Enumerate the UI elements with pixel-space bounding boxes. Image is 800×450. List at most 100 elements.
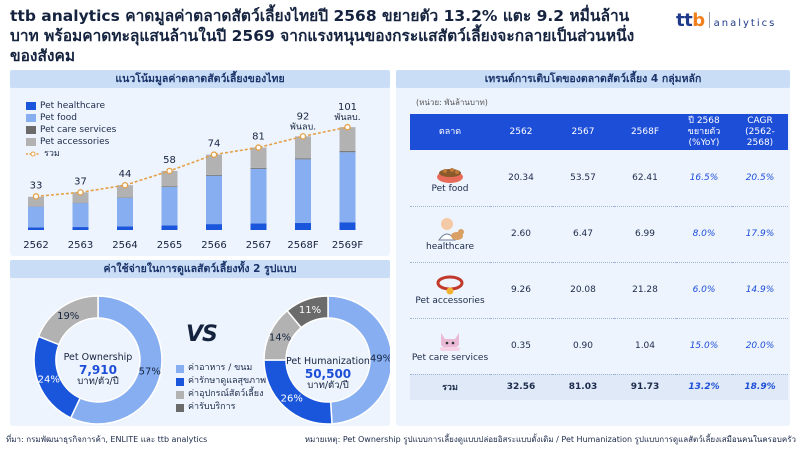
cell-yoy: 16.5% (676, 150, 732, 207)
legend-item-accessories: Pet accessories (26, 136, 116, 148)
total-point (77, 189, 84, 196)
row-name: Pet accessories (415, 296, 485, 306)
total-data-label: 33 (30, 180, 43, 191)
cell-v2: 53.57 (552, 150, 614, 207)
total-data-label: 101 (338, 102, 357, 113)
cell-yoy: 8.0% (676, 206, 732, 263)
row-category: Pet accessories (410, 274, 490, 306)
total-data-label: 44 (119, 169, 132, 180)
trend-header-row: ตลาด 2562 2567 2568F ปี 2568 ขยายตัว (%Y… (410, 114, 788, 150)
header-yoy: ปี 2568 ขยายตัว (%YoY) (676, 114, 732, 150)
food-bowl-icon (437, 167, 463, 183)
total-data-label: 81 (252, 132, 265, 143)
donut-label: 24% (38, 375, 60, 386)
cell-cagr: 20.0% (732, 318, 788, 375)
cat-spa-icon (440, 333, 460, 351)
total-data-label: 74 (208, 139, 221, 150)
donut-legend-accessories: ค่าอุปกรณ์สัตว์เลี้ยง (176, 388, 266, 401)
total-data-label: 92 (297, 111, 310, 122)
bar-segment (250, 168, 267, 224)
footer-note: หมายเหตุ: Pet Ownership รูปแบบการเลี้ยงด… (304, 435, 796, 444)
total-point (121, 181, 129, 189)
donut-label: 26% (281, 394, 303, 405)
total-label: รวม (410, 374, 490, 400)
cell-v2: 0.90 (552, 318, 614, 375)
total-v2: 81.03 (552, 374, 614, 400)
bar-segment (117, 185, 133, 198)
footer: ที่มา: กรมพัฒนาธุรกิจการค้า, ENLITE และ … (6, 433, 796, 446)
x-tick-label: 2565 (157, 240, 182, 251)
logo-sub: analytics (713, 18, 777, 29)
bar-segment (206, 174, 222, 176)
row-name: healthcare (426, 242, 474, 252)
donut-legend: ค่าอาหาร / ขนม ค่ารักษาดูแลสุขภาพ ค่าอุป… (176, 362, 266, 414)
cell-v2: 6.47 (552, 206, 614, 263)
humanization-unit: บาท/ตัว/ปี (307, 380, 349, 391)
total-data-unit: พันลบ. (334, 113, 360, 123)
ownership-center: Pet Ownership 7,910 บาท/ตัว/ปี (50, 352, 146, 388)
row-name: Pet care services (411, 353, 489, 363)
total-row: รวม 32.56 81.03 91.73 13.2% 18.9% (410, 374, 788, 400)
bar-segment (250, 167, 267, 169)
donut-panel: ค่าใช้จ่ายในการดูแลสัตว์เลี้ยงทั้ง 2 รูป… (10, 260, 390, 426)
total-point (166, 167, 173, 175)
donut-slice (69, 295, 163, 425)
cell-v3: 6.99 (614, 206, 676, 263)
header-cagr: CAGR (2562-2568) (732, 114, 788, 150)
total-point (255, 144, 262, 151)
bar-segment (339, 152, 356, 223)
bar-segment (161, 225, 178, 230)
cell-cagr: 14.9% (732, 262, 788, 319)
donut-charts: 57% 24% 19% 49% 26% 14% 11% (33, 295, 390, 425)
bar-segment (28, 227, 44, 230)
bar-segment (117, 226, 133, 230)
bar-segment (295, 158, 311, 160)
bar-segment (206, 224, 222, 230)
bar-segment (72, 203, 89, 228)
cell-v1: 2.60 (490, 206, 552, 263)
row-category: Pet care services (410, 329, 490, 363)
bar-segment (161, 187, 178, 226)
humanization-amount: 50,500 (304, 367, 352, 381)
cell-v3: 21.28 (614, 262, 676, 319)
bar-segment (206, 154, 222, 175)
x-tick-label: 2563 (68, 240, 93, 251)
legend-item-healthcare: Pet healthcare (26, 100, 116, 112)
donut-slice (286, 295, 329, 329)
total-data-unit: พันลบ. (290, 122, 316, 132)
donut-legend-care: ค่ารับบริการ (176, 401, 266, 414)
cell-yoy: 15.0% (676, 318, 732, 375)
bar-segment (339, 151, 356, 153)
table-row: Pet accessories 9.26 20.08 21.28 6.0% 14… (410, 262, 788, 319)
bar-chart-legend: Pet healthcare Pet food Pet care service… (26, 100, 116, 160)
cell-v1: 20.34 (490, 150, 552, 207)
headline: ttb analytics คาดมูลค่าตลาดสัตว์เลี้ยงไท… (10, 7, 635, 65)
bar-segment (250, 147, 267, 168)
bar-segment (161, 170, 178, 187)
total-point (344, 123, 351, 131)
header-market: ตลาด (410, 114, 490, 150)
cell-v3: 1.04 (614, 318, 676, 375)
bar-segment (295, 159, 311, 223)
x-tick-label: 2562 (23, 240, 48, 251)
table-row: Pet care services 0.35 0.90 1.04 15.0% 2… (410, 318, 788, 375)
bar-chart-title: แนวโน้มมูลค่าตลาดสัตว์เลี้ยงของไทย (10, 70, 390, 88)
cell-yoy: 6.0% (676, 262, 732, 319)
bar-segment (161, 186, 178, 188)
bar-segment (295, 136, 311, 159)
trend-unit: (หน่วย: พันล้านบาท) (416, 98, 488, 107)
ownership-unit: บาท/ตัว/ปี (77, 376, 119, 387)
bar-segment (206, 175, 222, 225)
cell-cagr: 17.9% (732, 206, 788, 263)
donut-slice (37, 295, 99, 346)
total-point (210, 151, 218, 158)
donut-panel-title: ค่าใช้จ่ายในการดูแลสัตว์เลี้ยงทั้ง 2 รูป… (10, 260, 390, 278)
x-tick-label: 2566 (201, 240, 226, 251)
header-2562: 2562 (490, 114, 552, 150)
total-v3: 91.73 (614, 374, 676, 400)
legend-item-care: Pet care services (26, 124, 116, 136)
cell-v1: 0.35 (490, 318, 552, 375)
cell-v3: 62.41 (614, 150, 676, 207)
donut-label: 14% (269, 332, 291, 343)
legend-item-food: Pet food (26, 112, 116, 124)
